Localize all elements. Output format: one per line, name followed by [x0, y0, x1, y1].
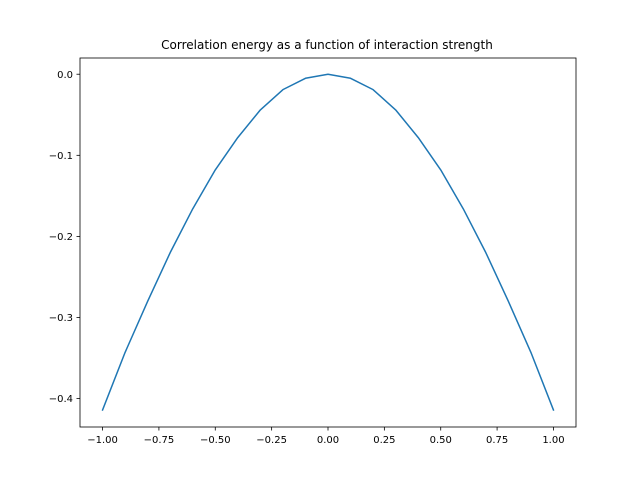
axes-frame	[79, 57, 577, 428]
series-line-0	[101, 73, 555, 411]
x-tick-label: −1.00	[87, 435, 118, 446]
plot-area	[101, 73, 555, 411]
y-tick-label: 0.0	[57, 70, 73, 81]
y-tick-label: −0.4	[49, 394, 73, 405]
x-tick-label: −0.25	[256, 435, 287, 446]
y-tick-label: −0.2	[49, 232, 73, 243]
x-tick-label: 0.00	[317, 435, 339, 446]
x-tick-label: 0.50	[430, 435, 452, 446]
x-tick-label: 0.25	[373, 435, 395, 446]
axes: −1.00 −0.75 −0.50 −0.25 0.00 0.25 0.50 0.75 1.00…	[49, 57, 577, 446]
x-tick-label: 1.00	[542, 435, 564, 446]
y-tick-label: −0.3	[49, 313, 73, 324]
chart-title: Correlation energy as a function of inte…	[161, 38, 493, 52]
y-tick-label: −0.1	[49, 151, 73, 162]
x-tick-label: −0.50	[200, 435, 231, 446]
x-tick-label: −0.75	[144, 435, 175, 446]
x-tick-label: 0.75	[486, 435, 508, 446]
